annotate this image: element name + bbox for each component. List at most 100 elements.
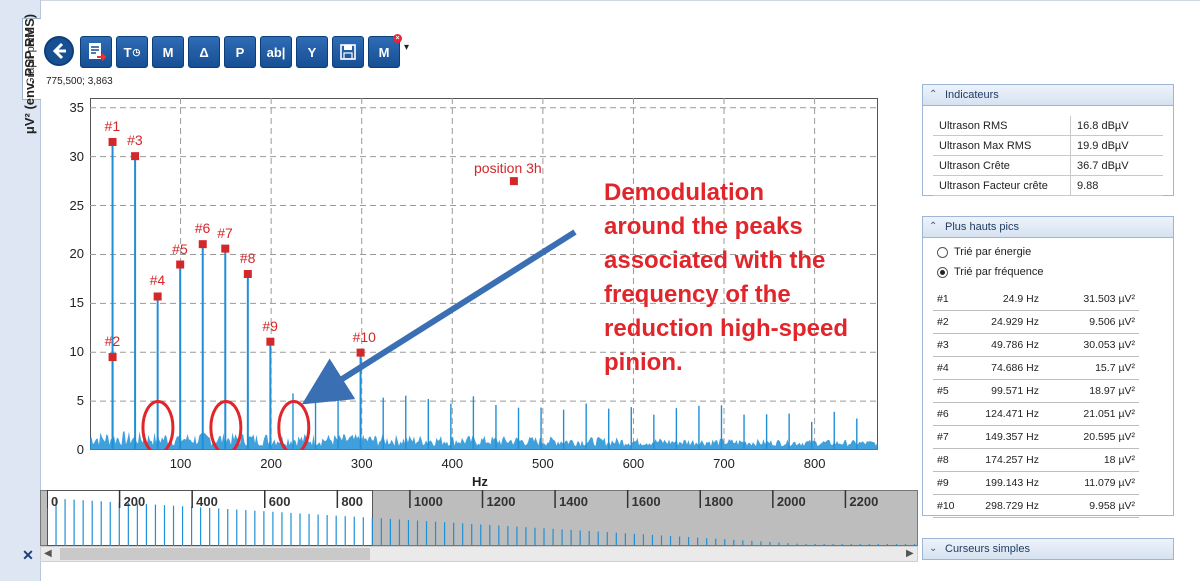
indicator-name: Ultrason RMS xyxy=(933,116,1071,136)
peak-icon: P xyxy=(235,44,245,60)
peak-marker xyxy=(153,292,162,301)
table-row[interactable]: #2 24.929 Hz 9.506 µV² xyxy=(933,310,1139,334)
x-axis-label: Hz xyxy=(472,474,488,489)
expand-icon[interactable]: ⌄ xyxy=(929,543,938,554)
peak-label: #8 xyxy=(239,250,256,266)
peak-frequency: 24.929 Hz xyxy=(969,310,1043,334)
peak-marker xyxy=(108,137,117,146)
table-row: Ultrason Crête 36.7 dBµV xyxy=(933,155,1163,176)
indicator-value: 16.8 dBµV xyxy=(1070,116,1163,136)
peak-id: #5 xyxy=(933,379,969,403)
peak-label: #7 xyxy=(217,224,233,241)
annotation-line: frequency of the xyxy=(604,281,791,308)
noise-floor xyxy=(90,431,878,450)
time-cursor-button[interactable]: T ◷ xyxy=(116,36,148,68)
marker-button[interactable]: M xyxy=(152,36,184,68)
save-button[interactable] xyxy=(332,36,364,68)
peak-value: 30.053 µV² xyxy=(1043,333,1139,357)
indicateurs-panel: ⌃ Indicateurs Ultrason RMS 16.8 dBµV Ultra… xyxy=(922,84,1174,196)
y-tick-label: 30 xyxy=(69,148,84,164)
peak-value: 9.958 µV² xyxy=(1043,494,1139,518)
peak-value: 9.506 µV² xyxy=(1043,310,1139,334)
peak-marker xyxy=(356,348,365,357)
overview-tick-label: 1200 xyxy=(486,494,516,509)
peak-frequency: 74.686 Hz xyxy=(969,356,1043,380)
delta-button[interactable]: Δ xyxy=(188,36,220,68)
annotation-line: around the peaks xyxy=(604,213,803,240)
sort-frequency-radio[interactable]: Trié par fréquence xyxy=(937,266,1173,278)
overview-tick-label: 1000 xyxy=(413,494,443,509)
collapse-icon[interactable]: ⌃ xyxy=(929,221,938,232)
table-row: Ultrason RMS 16.8 dBµV xyxy=(933,116,1163,136)
table-row[interactable]: #7 149.357 Hz 20.595 µV² xyxy=(933,425,1139,449)
overview-tick-label: 2000 xyxy=(776,494,806,509)
peak-id: #9 xyxy=(933,471,969,495)
overview-tick-label: 1800 xyxy=(704,494,734,509)
indicator-value: 19.9 dBµV xyxy=(1070,135,1163,156)
peak-id: #10 xyxy=(933,494,969,518)
x-tick-label: 600 xyxy=(622,456,645,471)
table-row[interactable]: #5 99.571 Hz 18.97 µV² xyxy=(933,379,1139,403)
close-icon[interactable]: ✕ xyxy=(22,547,34,563)
peak-value: 20.595 µV² xyxy=(1043,425,1139,449)
clear-markers-button[interactable]: M × xyxy=(368,34,402,68)
collapse-icon[interactable]: ⌃ xyxy=(929,89,938,100)
peaks-title: Plus hauts pics xyxy=(945,221,1019,233)
annotation-arrow xyxy=(301,229,577,405)
scrollbar-thumb[interactable] xyxy=(60,548,370,560)
y-tick-label: 0 xyxy=(76,442,84,457)
annotation-line: pinion. xyxy=(604,349,683,376)
peak-marker xyxy=(243,270,252,278)
peak-label: #4 xyxy=(149,272,166,289)
table-row[interactable]: #4 74.686 Hz 15.7 µV² xyxy=(933,356,1139,380)
time-cursor-icon: T xyxy=(123,44,132,60)
sort-frequency-label: Trié par fréquence xyxy=(954,266,1044,278)
demodulation-annotation: Demodulation around the peaks associated… xyxy=(604,176,904,380)
table-row[interactable]: #8 174.257 Hz 18 µV² xyxy=(933,448,1139,472)
sort-energy-radio[interactable]: Trié par énergie xyxy=(937,246,1173,258)
table-row[interactable]: #3 49.786 Hz 30.053 µV² xyxy=(933,333,1139,357)
back-arrow-button[interactable] xyxy=(44,36,74,66)
peak-id: #4 xyxy=(933,356,969,380)
peak-id: #7 xyxy=(933,425,969,449)
export-file-button[interactable] xyxy=(80,36,112,68)
indicateurs-title: Indicateurs xyxy=(945,89,999,101)
cursors-header[interactable]: ⌄ Curseurs simples xyxy=(923,539,1173,559)
peak-value: 18 µV² xyxy=(1043,448,1139,472)
table-row[interactable]: #9 199.143 Hz 11.079 µV² xyxy=(933,471,1139,495)
scroll-left-icon[interactable]: ◀ xyxy=(44,548,52,559)
peak-value: 31.503 µV² xyxy=(1043,288,1139,311)
overview-tick-label: 600 xyxy=(268,494,291,509)
peaks-header[interactable]: ⌃ Plus hauts pics xyxy=(923,217,1173,238)
table-row[interactable]: #6 124.471 Hz 21.051 µV² xyxy=(933,402,1139,426)
peak-value: 11.079 µV² xyxy=(1043,471,1139,495)
export-file-icon xyxy=(89,43,107,61)
x-tick-label: 200 xyxy=(260,456,282,471)
table-row[interactable]: #1 24.9 Hz 31.503 µV² xyxy=(933,288,1139,311)
text-label-icon: ab| xyxy=(266,44,286,60)
peak-marker xyxy=(108,353,117,362)
chevron-down-icon[interactable]: ▾ xyxy=(404,42,410,53)
peak-id: #3 xyxy=(933,333,969,357)
table-row[interactable]: #10 298.729 Hz 9.958 µV² xyxy=(933,494,1139,518)
overview-tick-label: 400 xyxy=(196,494,218,509)
peak-frequency: 199.143 Hz xyxy=(969,471,1043,495)
indicateurs-header[interactable]: ⌃ Indicateurs xyxy=(923,85,1173,106)
peak-label: #9 xyxy=(262,317,278,334)
graph-pane-tab[interactable] xyxy=(22,18,41,100)
x-tick-label: 700 xyxy=(713,456,735,471)
top-border xyxy=(0,0,1200,1)
peak-button[interactable]: P xyxy=(224,36,256,68)
y-axis-button[interactable]: Y xyxy=(296,36,328,68)
y-tick-label: 35 xyxy=(69,99,84,115)
peak-marker xyxy=(198,240,207,249)
peak-label: #2 xyxy=(104,333,121,350)
peaks-panel: ⌃ Plus hauts pics Trié par énergie Trié p… xyxy=(922,216,1174,518)
annotation-line: Demodulation xyxy=(604,179,764,206)
peak-value: 18.97 µV² xyxy=(1043,379,1139,403)
peak-label: #10 xyxy=(352,328,376,345)
annotation-line: reduction high-speed xyxy=(604,315,849,342)
peak-frequency: 149.357 Hz xyxy=(969,425,1043,449)
scroll-right-icon[interactable]: ▶ xyxy=(906,548,914,559)
text-label-button[interactable]: ab| xyxy=(260,36,292,68)
